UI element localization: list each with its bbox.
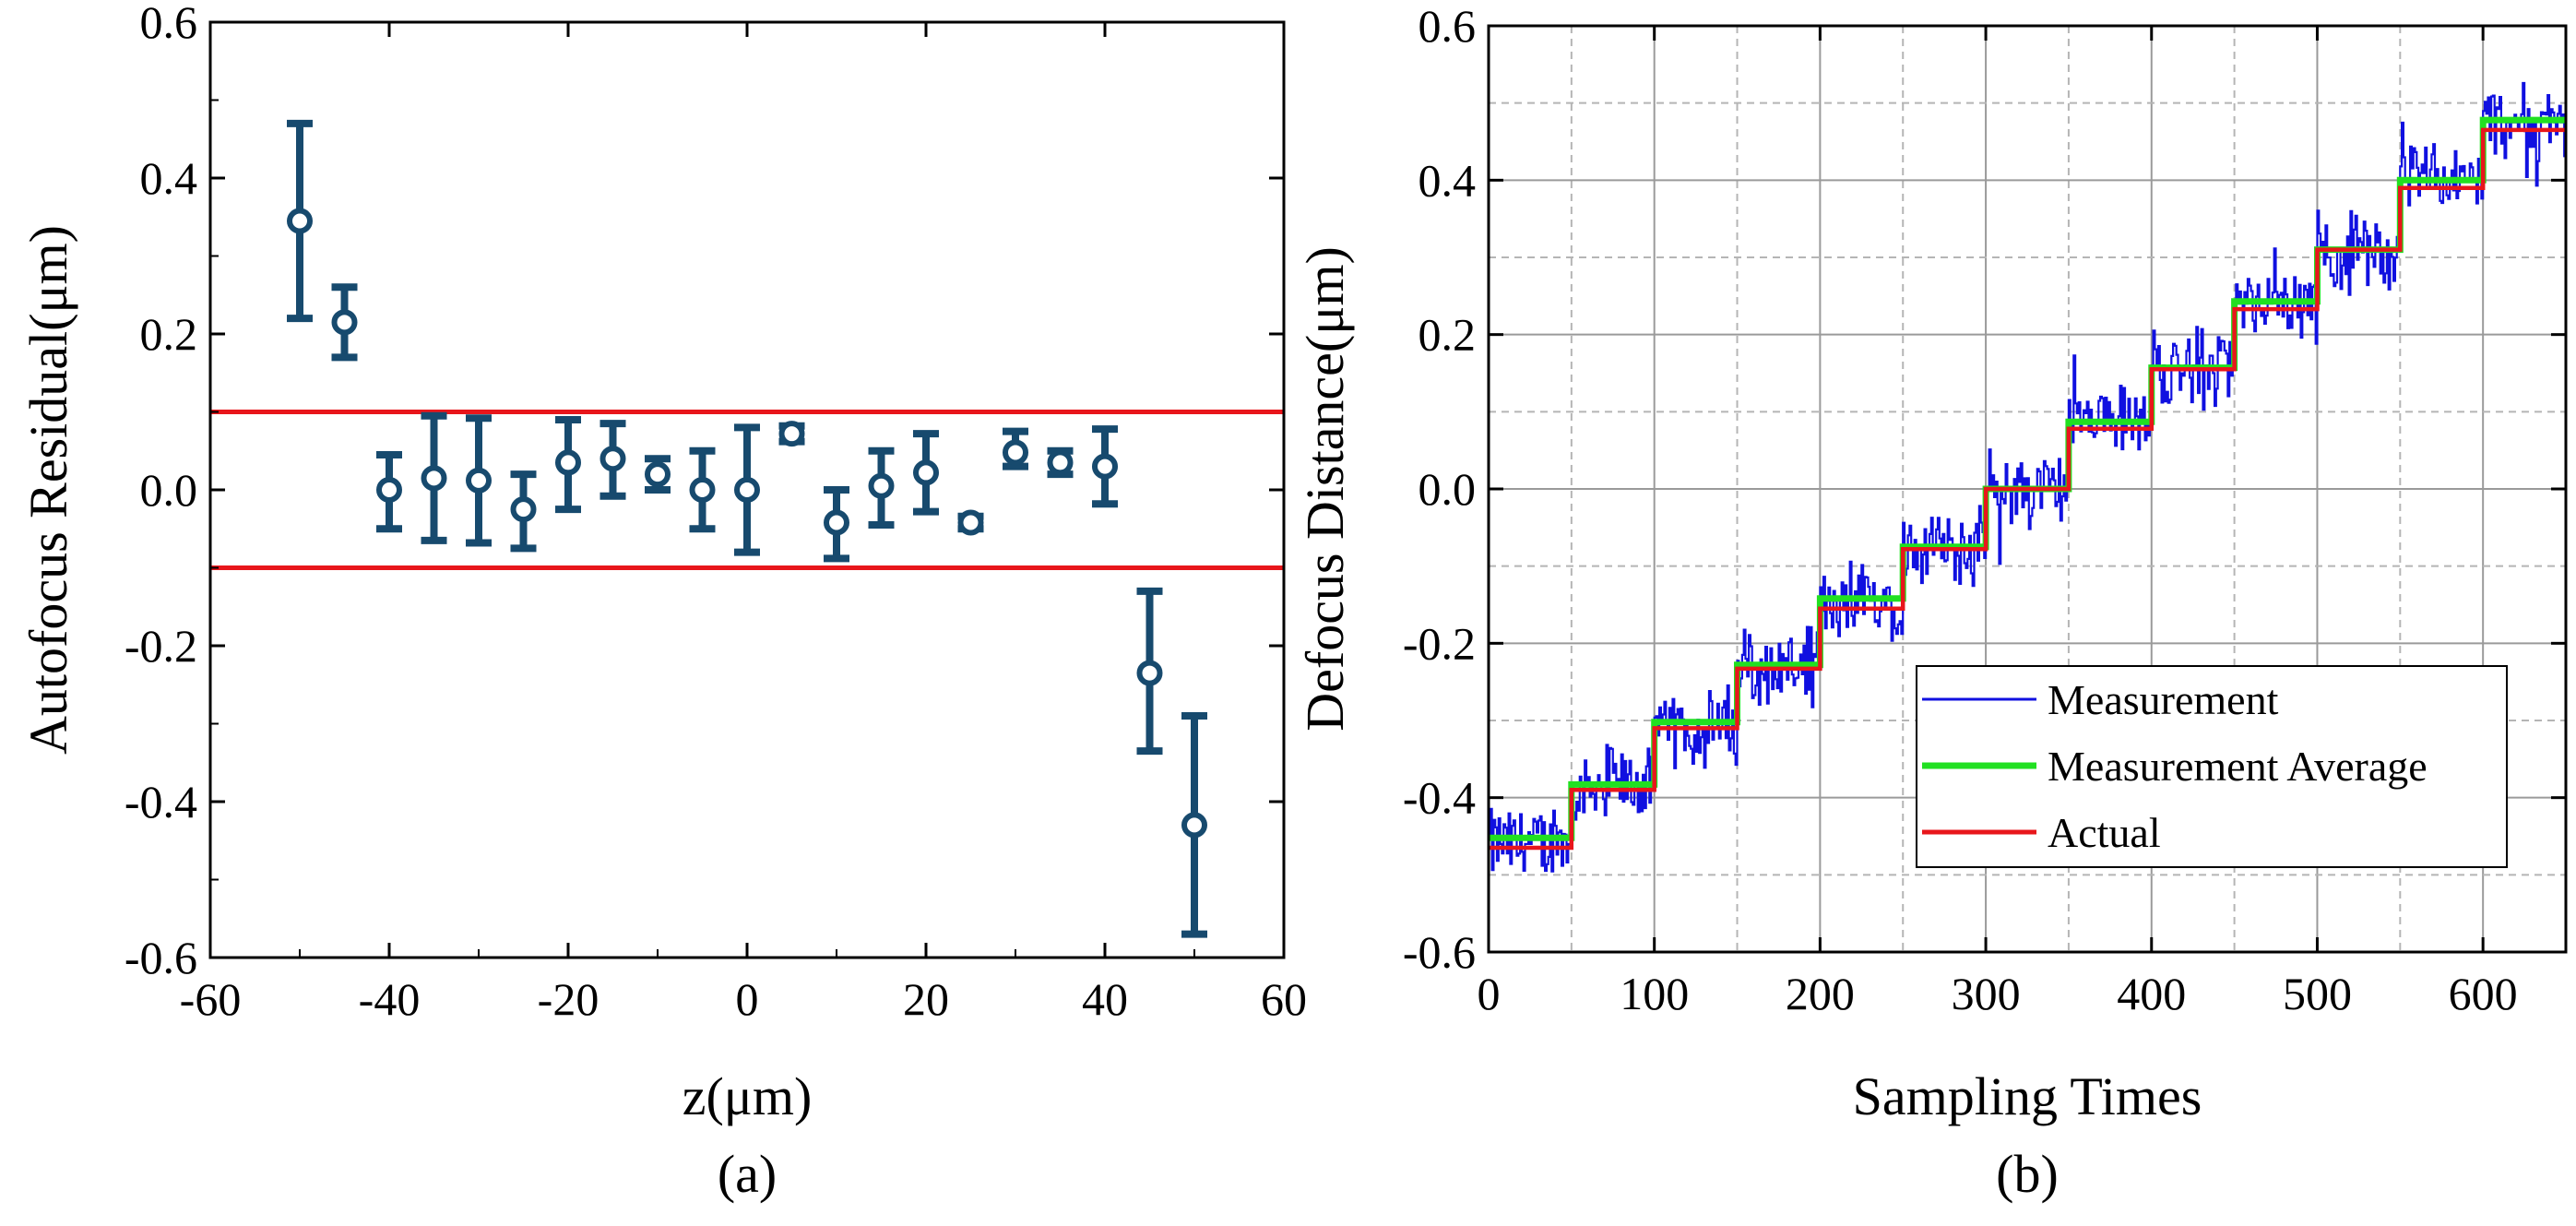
chart-b-x-axis-label: Sampling Times [1853,1066,2202,1126]
y-tick-label: 0.2 [1419,309,1477,361]
x-tick-label: 0 [736,973,759,1025]
data-point [1003,427,1028,470]
point-marker [1047,449,1074,476]
series-line-actual [1489,127,2566,851]
point-marker [1003,439,1028,466]
y-tick-label: -0.2 [1403,617,1476,669]
x-tick-label: 20 [903,973,949,1025]
chart-a-ticks: -60 -40 -20 0 20 40 60 -0.6 -0.4 -0.2 0.0 0.2 0.4 0.6 [125,0,1307,1025]
x-tick-label: -20 [538,973,599,1025]
y-tick-label: -0.6 [1403,926,1476,978]
point-marker [1092,453,1118,480]
point-marker [913,459,939,486]
data-point [1136,587,1163,756]
point-marker [734,477,760,503]
legend-label-actual: Actual [2048,809,2161,856]
data-point [824,486,849,563]
point-marker [868,472,895,499]
chart-b-legend: Measurement Measurement Average Actual [1916,665,2508,868]
y-tick-label: -0.2 [125,620,197,672]
x-tick-label: 300 [1952,968,2021,1019]
y-tick-label: 0.0 [1419,463,1477,515]
y-tick-label: -0.6 [125,932,197,983]
data-point [957,509,984,536]
y-tick-label: 0.2 [140,308,198,360]
chart-b: 0 100 200 300 400 500 600 -0.6 -0.4 -0.2 0.0 0.2 0.4… [1295,0,2568,1204]
x-tick-label: 60 [1261,973,1307,1025]
data-point [1047,446,1074,479]
point-marker [376,477,402,503]
point-marker [421,465,447,492]
x-tick-label: 40 [1082,973,1128,1025]
chart-b-ticks: 0 100 200 300 400 500 600 -0.6 -0.4 -0.2 0.0 0.2 0.4… [1403,0,2566,1019]
point-marker [645,461,671,488]
point-marker [1181,812,1207,839]
data-point [466,414,492,547]
point-marker [510,496,537,523]
data-point [421,411,447,544]
point-marker [599,446,626,472]
x-tick-label: 200 [1786,968,1855,1019]
data-point [555,415,581,514]
point-marker [957,509,984,536]
series-line-measurement [1489,81,2566,873]
x-tick-label: 600 [2449,968,2518,1019]
chart-a: -60 -40 -20 0 20 40 60 -0.6 -0.4 -0.2 0.0 0.2 0.4 0.6… [18,0,1307,1204]
data-point [287,119,313,323]
data-point [868,446,895,530]
chart-a-data-points [287,119,1207,938]
chart-b-caption: (b) [1996,1144,2059,1204]
data-point [734,423,760,556]
point-marker [466,467,492,494]
y-tick-label: 0.6 [1419,0,1477,52]
data-point [331,283,358,362]
x-tick-label: 0 [1478,968,1501,1019]
data-point [913,430,939,516]
x-tick-label: -40 [359,973,421,1025]
data-point [1092,425,1118,508]
y-tick-label: 0.6 [140,0,198,48]
point-marker [689,477,716,503]
chart-a-caption: (a) [718,1144,777,1204]
point-marker [824,509,849,536]
data-point [599,420,626,500]
legend-label-measurement: Measurement [2048,676,2279,723]
data-point [376,450,402,533]
chart-a-x-axis-label: z(μm) [683,1066,813,1126]
point-marker [287,208,313,234]
chart-b-y-axis-label: Defocus Distance(μm) [1295,246,1355,732]
y-tick-label: 0.0 [140,464,198,516]
point-marker [1136,660,1163,686]
chart-a-y-axis-label: Autofocus Residual(μm) [18,225,78,755]
x-tick-label: -60 [180,973,242,1025]
point-marker [778,421,805,447]
data-point [689,446,716,533]
y-tick-label: -0.4 [125,776,197,827]
data-point [645,455,671,494]
point-marker [555,449,581,476]
y-tick-label: 0.4 [140,152,198,204]
y-tick-label: -0.4 [1403,772,1476,824]
legend-label-measurement-average: Measurement Average [2048,743,2428,790]
data-point [510,470,537,553]
point-marker [331,309,358,336]
data-point [778,421,805,447]
x-tick-label: 500 [2283,968,2352,1019]
chart-b-series [1489,81,2566,873]
x-tick-label: 400 [2117,968,2186,1019]
chart-a-reference-lines [210,410,1284,570]
x-tick-label: 100 [1620,968,1689,1019]
data-point [1181,712,1207,938]
y-tick-label: 0.4 [1419,154,1477,206]
